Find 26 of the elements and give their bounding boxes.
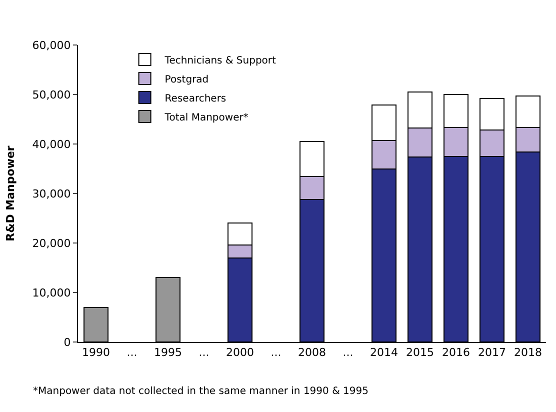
x-tick-label: 2000 (226, 346, 254, 360)
y-axis-title: R&D Manpower (4, 145, 17, 242)
y-tick-label: 60,000 (32, 38, 71, 52)
x-tick-label: 2016 (442, 346, 470, 360)
x-tick-label: ... (270, 346, 282, 360)
x-tick-label: ... (342, 346, 354, 360)
y-tick-label: 10,000 (32, 286, 71, 300)
y-tick-label: 50,000 (32, 88, 71, 102)
x-tick-label: ... (126, 346, 138, 360)
y-tick-label: 40,000 (32, 138, 71, 151)
x-tick-label: 2015 (406, 346, 434, 360)
legend-label: Postgrad (164, 74, 209, 86)
x-tick-label: 1995 (154, 346, 182, 360)
legend-label: Total Manpower* (164, 112, 248, 124)
text: *Manpower data not collected in the same manner in 1990 & 1995 (33, 386, 368, 397)
y-tick-label: 20,000 (32, 236, 71, 250)
x-tick-label: 2018 (514, 346, 542, 360)
x-tick-label: 2008 (298, 346, 326, 360)
x-tick-label: 2014 (370, 346, 398, 360)
y-tick-label: 0 (64, 336, 71, 349)
x-tick-label: 1990 (82, 346, 110, 360)
legend-label: Researchers (164, 93, 226, 104)
x-tick-label: ... (198, 346, 210, 360)
y-tick-label: 30,000 (32, 187, 71, 200)
legend-label: Technicians & Support (164, 55, 276, 66)
x-tick-label: 2017 (478, 346, 506, 360)
